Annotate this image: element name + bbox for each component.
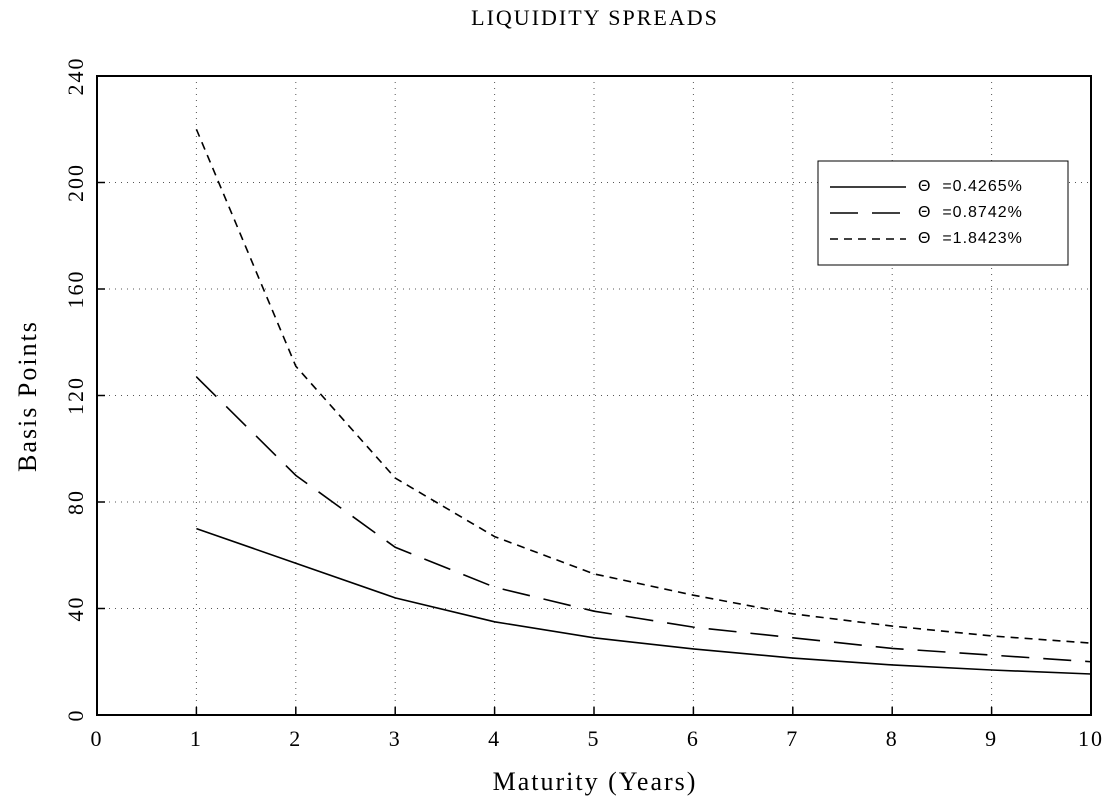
legend-label: Θ =0.4265% (918, 178, 1023, 195)
legend-box (817, 160, 1069, 266)
y-axis-label: Basis Points (13, 320, 42, 472)
x-tick-label: 7 (786, 726, 799, 751)
x-tick-label: 4 (488, 726, 501, 751)
x-tick-label: 9 (985, 726, 998, 751)
y-tick-label: 120 (63, 376, 88, 415)
x-tick-label: 8 (886, 726, 899, 751)
x-tick-label: 1 (190, 726, 203, 751)
series-line (195, 128, 1092, 644)
legend-label: Θ =1.8423% (918, 230, 1023, 247)
y-tick-label: 200 (63, 163, 88, 202)
plot-frame (96, 75, 1092, 716)
y-tick-label: 80 (63, 489, 88, 515)
series-line (195, 376, 1092, 663)
x-axis-label: Maturity (Years) (493, 767, 698, 796)
y-tick-label: 160 (63, 270, 88, 309)
legend-label: Θ =0.8742% (918, 204, 1023, 221)
x-tick-label: 5 (588, 726, 601, 751)
y-tick-label: 40 (63, 596, 88, 622)
x-tick-label: 2 (289, 726, 302, 751)
y-tick-label: 240 (63, 57, 88, 96)
y-tick-label: 0 (63, 709, 88, 722)
chart-title: LIQUIDITY SPREADS (471, 5, 719, 30)
x-tick-label: 0 (91, 726, 104, 751)
series-line (196, 527, 1092, 675)
x-tick-label: 10 (1078, 726, 1104, 751)
x-tick-label: 3 (389, 726, 402, 751)
x-tick-label: 6 (687, 726, 700, 751)
